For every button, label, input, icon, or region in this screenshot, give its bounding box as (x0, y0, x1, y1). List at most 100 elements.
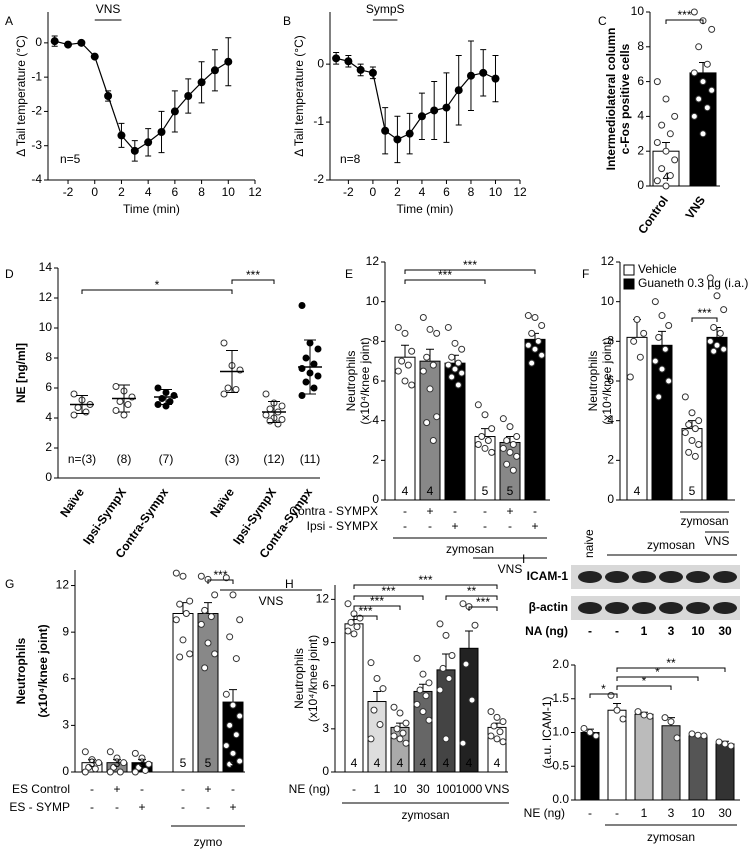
y-tick-label: 10 (601, 294, 615, 308)
data-point (88, 756, 96, 764)
data-point (634, 708, 642, 716)
data-point (653, 78, 661, 86)
data-point (332, 54, 341, 63)
significance-label: *** (438, 268, 452, 282)
y-axis-label: Neutrophils (292, 648, 306, 709)
y-tick-label: 12 (316, 592, 330, 606)
data-point (172, 616, 180, 624)
y-tick-label: 10 (631, 4, 645, 18)
data-point (666, 130, 674, 138)
data-point (394, 367, 402, 375)
data-point (368, 68, 377, 77)
data-point (655, 333, 663, 341)
group-label: zymosan (680, 514, 728, 528)
panel-letter: B (283, 14, 291, 28)
significance-bracket (468, 606, 498, 611)
data-point (509, 440, 517, 448)
data-point (700, 732, 708, 740)
data-point (534, 337, 542, 345)
n-label: 4 (420, 756, 427, 770)
data-point (444, 361, 452, 369)
group-label: zymosan (647, 830, 695, 844)
blot-band (686, 602, 710, 614)
data-point (695, 440, 703, 448)
group-label: zymo (194, 835, 223, 849)
blot-band (578, 602, 602, 614)
data-point (116, 768, 124, 776)
y-axis-label: Δ Tail temperature (°C) (14, 35, 28, 157)
data-point (454, 359, 462, 367)
x-tick-label: 10 (222, 185, 236, 199)
row-sign: - (403, 519, 407, 533)
data-point (727, 742, 735, 750)
n-label: 4 (351, 756, 358, 770)
row-sign: - (181, 800, 185, 814)
data-point (665, 377, 673, 385)
data-point (586, 729, 594, 736)
data-point (113, 754, 121, 762)
row-sign: VNS (485, 782, 510, 796)
row-label: Contra - SYMPX (289, 504, 378, 518)
data-point (454, 86, 463, 95)
significance-label: * (155, 278, 160, 292)
significance-label: * (601, 682, 606, 696)
bar (344, 623, 364, 773)
data-point (232, 731, 240, 739)
data-point (116, 398, 124, 405)
y-tick-label: 8 (45, 350, 52, 364)
data-point (422, 692, 430, 700)
data-point (376, 721, 384, 729)
n-label: 4 (443, 756, 450, 770)
data-point (442, 631, 450, 639)
y-tick-label: 8 (607, 334, 614, 348)
data-point (474, 440, 482, 448)
y-tick-label: 10 (366, 294, 380, 308)
data-point (120, 759, 128, 767)
row-sign: 30 (718, 624, 732, 638)
x-tick-label: Naïve (57, 485, 87, 520)
data-point (667, 718, 675, 726)
data-point (401, 329, 409, 337)
data-point (278, 416, 286, 423)
data-point (685, 448, 693, 456)
data-point (503, 437, 511, 444)
data-point (671, 156, 679, 164)
data-point (499, 415, 507, 423)
data-point (399, 729, 407, 737)
data-point (356, 614, 364, 622)
x-tick-label: 12 (513, 185, 527, 199)
data-point (404, 361, 412, 369)
data-point (425, 716, 433, 724)
data-point (454, 381, 462, 389)
data-point (266, 417, 274, 425)
data-point (651, 298, 659, 306)
error-bar (373, 690, 381, 702)
y-axis-label: Neutrophils (344, 351, 358, 412)
error-bar (426, 348, 434, 362)
row-sign: + (113, 782, 120, 796)
data-point (210, 66, 219, 75)
row-sign: + (204, 782, 211, 796)
data-point (413, 700, 421, 708)
data-point (112, 383, 120, 390)
row-sign: 3 (668, 624, 675, 638)
row-sign: 3 (668, 806, 675, 820)
data-point (419, 367, 427, 375)
data-point (646, 712, 654, 720)
row-label: Ipsi - SYMPX (307, 519, 378, 533)
row-sign: 1 (374, 782, 381, 796)
data-point (488, 448, 496, 456)
data-point (716, 329, 724, 337)
data-point (417, 112, 426, 121)
data-point (695, 417, 703, 425)
sd-bar (226, 350, 238, 393)
y-tick-label: -2 (31, 104, 42, 118)
data-point (658, 165, 666, 173)
data-point (211, 650, 219, 658)
data-point (416, 686, 424, 694)
data-point (402, 739, 410, 747)
data-point (720, 345, 728, 353)
y-tick-label: 3 (322, 721, 329, 735)
row-label: NE (ng) (524, 806, 565, 820)
row-sign: - (533, 504, 537, 518)
